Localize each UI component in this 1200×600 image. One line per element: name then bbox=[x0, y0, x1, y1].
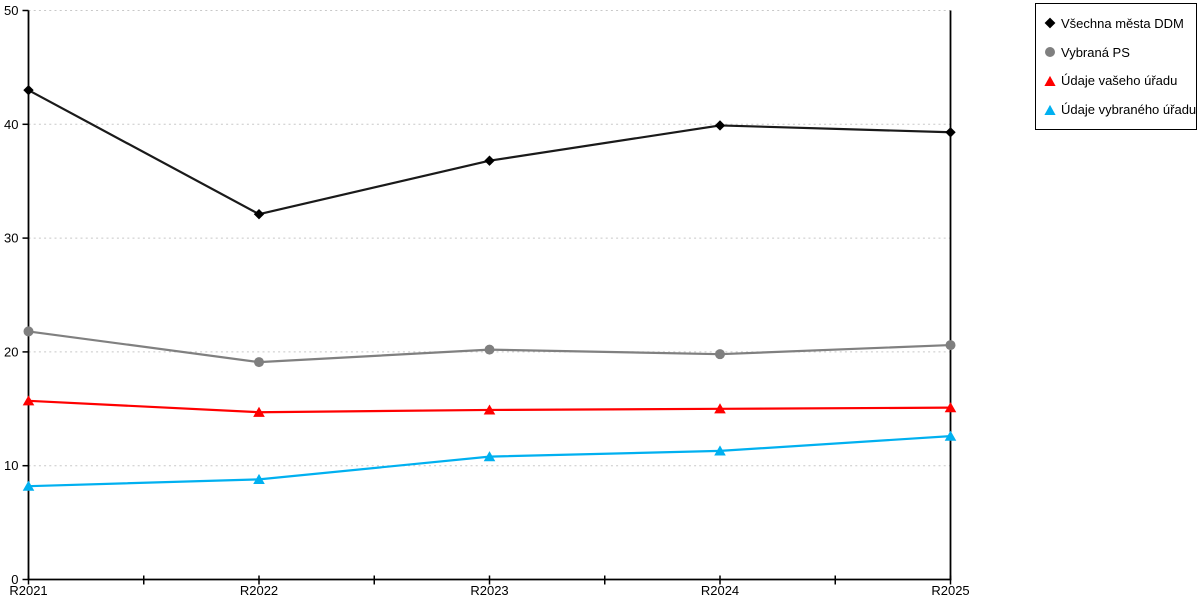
triangle-marker bbox=[483, 404, 496, 415]
y-axis-tick-label: 50 bbox=[4, 3, 18, 18]
triangle-marker-icon bbox=[1044, 104, 1056, 115]
circle-marker bbox=[945, 340, 956, 351]
legend-item-label: Údaje vybraného úřadu bbox=[1061, 102, 1197, 118]
circle-marker-icon bbox=[1045, 47, 1055, 58]
diamond-marker bbox=[23, 84, 34, 96]
legend-item: Údaje vybraného úřadu bbox=[1044, 102, 1196, 117]
circle-marker bbox=[23, 326, 34, 337]
circle-marker bbox=[254, 357, 264, 368]
triangle-marker bbox=[483, 451, 496, 462]
triangle-marker-icon bbox=[1044, 75, 1056, 86]
legend: Všechna města DDM Vybraná PS Údaje vašeho … bbox=[1035, 3, 1197, 130]
diamond-marker bbox=[253, 209, 265, 220]
y-axis-tick-label: 20 bbox=[4, 344, 18, 359]
triangle-marker bbox=[22, 480, 35, 491]
triangle-marker bbox=[253, 473, 265, 484]
circle-marker bbox=[715, 349, 725, 360]
x-axis-tick-label: R2022 bbox=[240, 583, 278, 598]
y-axis-tick-label: 0 bbox=[11, 572, 18, 587]
legend-item: Všechna města DDM bbox=[1044, 16, 1192, 31]
diamond-marker-icon bbox=[1044, 17, 1056, 29]
x-axis-tick-label: R2023 bbox=[470, 583, 508, 598]
x-axis-tick-label: R2021 bbox=[9, 583, 47, 598]
y-axis-tick-label: 40 bbox=[4, 117, 18, 132]
diamond-marker bbox=[945, 127, 956, 138]
triangle-marker bbox=[944, 430, 957, 441]
triangle-marker bbox=[22, 395, 35, 406]
legend-item: Vybraná PS bbox=[1044, 45, 1192, 60]
x-axis-tick-label: R2024 bbox=[701, 583, 739, 598]
diamond-marker bbox=[484, 155, 495, 166]
triangle-marker bbox=[253, 406, 265, 417]
legend-item-label: Vybraná PS bbox=[1061, 44, 1130, 60]
y-axis-tick-label: 10 bbox=[4, 458, 18, 473]
triangle-marker bbox=[714, 403, 726, 414]
diamond-marker bbox=[714, 120, 726, 131]
legend-item-label: Všechna města DDM bbox=[1061, 15, 1184, 31]
triangle-marker bbox=[714, 445, 726, 456]
legend-item-label: Údaje vašeho úřadu bbox=[1061, 73, 1178, 89]
circle-marker bbox=[484, 344, 495, 355]
x-axis-tick-label: R2025 bbox=[931, 583, 969, 598]
legend-item: Údaje vašeho úřadu bbox=[1044, 73, 1192, 88]
series-line bbox=[27, 89, 952, 216]
y-axis-tick-label: 30 bbox=[4, 231, 18, 246]
triangle-marker bbox=[944, 402, 957, 413]
